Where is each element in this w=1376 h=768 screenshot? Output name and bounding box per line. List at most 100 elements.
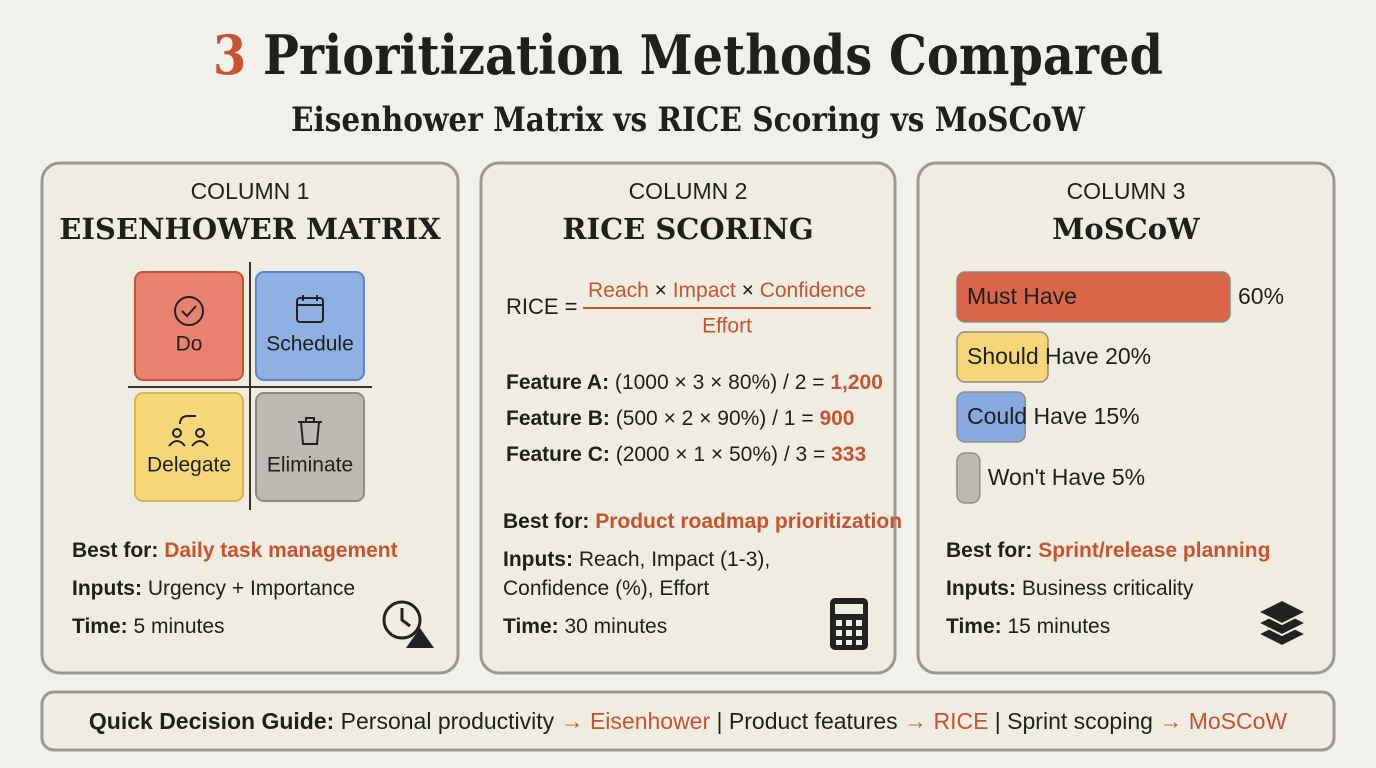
best-for: Best for: Product roadmap prioritization [503,510,902,533]
priority-name: Won't Have [988,464,1106,490]
calculator-icon [830,598,868,650]
inputs-value: Urgency + Importance [148,577,355,600]
column-name: EISENHOWER MATRIX [59,212,441,246]
method: MoSCoW [1189,708,1288,734]
priority-label: Should Have 20% [967,343,1151,369]
formula-numerator: Reach × Impact × Confidence [588,279,866,302]
inputs: Inputs: Urgency + Importance [72,577,355,600]
time-value: 30 minutes [564,615,667,638]
priority-bar [956,271,1231,323]
formula-term: Impact [673,279,736,302]
column-name: RICE SCORING [562,212,813,246]
priority-label: Won't Have 5% [988,464,1145,490]
inputs-label: Inputs: [946,577,1016,600]
people-icon [172,428,182,438]
check-icon [181,305,197,318]
column-label: COLUMN 1 [191,178,310,204]
example-calc: (1000 × 3 × 80%) / 2 = [615,371,825,394]
example: Feature B: (500 × 2 × 90%) / 1 = 900 [506,407,854,430]
formula-term: Confidence [760,279,866,302]
quadrant-label: Delegate [147,454,231,477]
people-icon [195,428,205,438]
example-result: 900 [819,407,854,430]
quadrant-label: Eliminate [267,454,353,477]
column-name: MoSCoW [1052,212,1200,246]
time: Time: 5 minutes [72,615,225,638]
best-for: Best for: Daily task management [72,539,398,562]
arrow: → [904,708,927,734]
context: Product features [729,708,898,734]
time-value: 15 minutes [1007,615,1110,638]
method: RICE [933,708,988,734]
inputs: Inputs: Business criticality [946,577,1194,600]
quadrant [255,392,365,502]
quadrant-label: Schedule [266,333,354,356]
warning-icon [406,628,434,648]
quadrant-label: Do [176,333,203,356]
time-label: Time: [503,615,559,638]
inputs-label: Inputs: [503,548,573,571]
calendar-icon [297,295,323,306]
footer-label: Quick Decision Guide: [89,708,334,734]
example-result: 1,200 [830,371,883,394]
method: Eisenhower [590,708,711,734]
priority-value: 20% [1105,343,1151,369]
context: Sprint scoping [1007,708,1153,734]
time: Time: 30 minutes [503,615,667,638]
priority-value: 60% [1238,283,1284,309]
layers-icon [1255,598,1309,648]
formula-denominator: Effort [702,315,752,338]
title: 3 Prioritization Methods Compared [213,23,1163,87]
column-label: COLUMN 2 [629,178,748,204]
time-value: 5 minutes [133,615,224,638]
formula-operator: × [742,279,754,302]
subtitle: Eisenhower Matrix vs RICE Scoring vs MoS… [291,100,1086,140]
priority-name: Could Have [967,403,1087,429]
time-label: Time: [72,615,128,638]
people-icon [168,415,209,447]
formula-lhs: RICE = [506,294,578,319]
priority-value: 5% [1112,464,1145,490]
best-for-value: Daily task management [164,539,397,562]
best-for-value: Product roadmap prioritization [595,510,902,533]
inputs: Inputs: Reach, Impact (1-3), [503,548,770,571]
calendar-icon [296,297,324,323]
example-calc: (500 × 2 × 90%) / 1 = [616,407,814,430]
icons [168,295,324,447]
best-for: Best for: Sprint/release planning [946,539,1270,562]
priority-bar [956,331,1049,383]
quadrant [255,271,365,381]
example-result: 333 [831,443,866,466]
example: Feature C: (2000 × 1 × 50%) / 3 = 333 [506,443,866,466]
layer [1255,598,1309,626]
priority-value: 15% [1094,403,1140,429]
best-for-label: Best for: [946,539,1032,562]
priority-bar [956,391,1026,443]
example-name: Feature B: [506,407,610,430]
time: Time: 15 minutes [946,615,1110,638]
calculator-screen [835,604,863,614]
column-label: COLUMN 3 [1067,178,1186,204]
inputs-value: Business criticality [1022,577,1194,600]
clock-warning-icon [382,600,434,648]
calculator-keys [836,620,862,645]
best-for-label: Best for: [72,539,158,562]
best-for-value: Sprint/release planning [1038,539,1270,562]
title-text: Prioritization Methods Compared [263,23,1163,87]
clock-icon [400,608,411,628]
best-for-label: Best for: [503,510,589,533]
arrow: → [1159,708,1182,734]
formula-operator: × [655,279,667,302]
example-name: Feature A: [506,371,609,394]
panel [479,161,897,675]
priority-label: Must Have [967,283,1077,309]
example: Feature A: (1000 × 3 × 80%) / 2 = 1,200 [506,371,883,394]
time-label: Time: [946,615,1002,638]
priority-bar [956,452,981,504]
arrow: → [561,708,584,734]
trash-icon [298,417,322,445]
separator: | [995,708,1001,734]
footer-guide: Quick Decision Guide: Personal productiv… [89,708,1288,734]
inputs-value: Reach, Impact (1-3), [579,548,770,571]
